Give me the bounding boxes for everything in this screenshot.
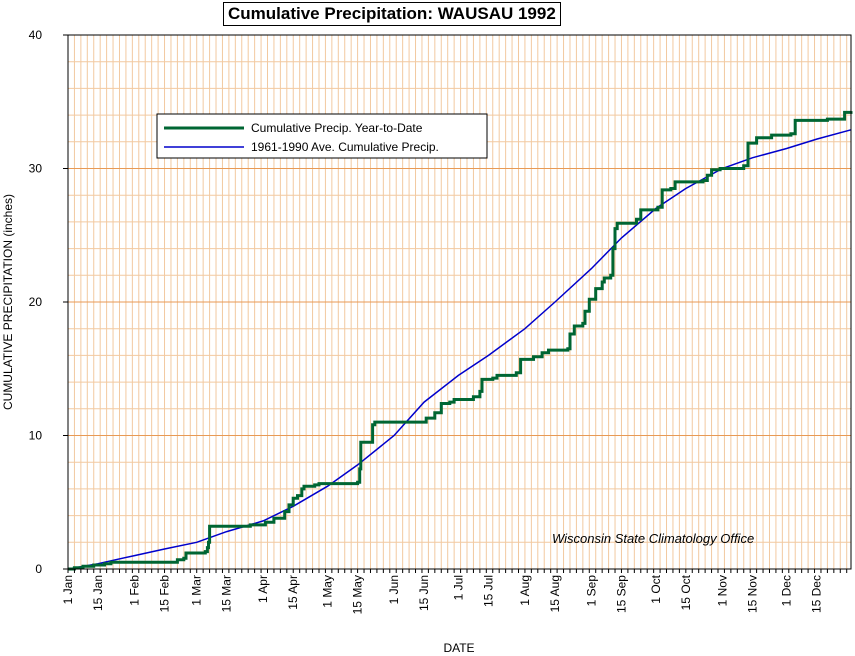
x-tick-label: 1 Jul (451, 575, 465, 600)
x-tick-label: 15 Jun (417, 575, 431, 611)
x-tick-label: 15 Mar (220, 575, 234, 612)
y-axis-ticks: 0 10 20 30 40 (29, 28, 68, 576)
source-annotation: Wisconsin State Climatology Office (552, 531, 754, 546)
x-tick-label: 1 Apr (256, 575, 270, 603)
chart-title: Cumulative Precipitation: WAUSAU 1992 (223, 2, 561, 26)
x-tick-label: 1 Jan (61, 575, 75, 604)
x-axis-ticks: 1 Jan 15 Jan 1 Feb 15 Feb 1 Mar 15 Mar 1 Apr 15… (61, 569, 848, 614)
grid-lines (68, 35, 851, 569)
x-tick-label: 1 Sep (584, 575, 598, 607)
y-tick-label: 20 (29, 295, 43, 309)
x-tick-label: 15 Apr (286, 575, 300, 610)
x-tick-label: 15 Nov (745, 575, 759, 613)
x-tick-label: 1 Aug (518, 575, 532, 606)
x-tick-label: 1 May (321, 575, 335, 608)
x-tick-label: 15 May (351, 575, 365, 614)
x-tick-label: 15 Jan (91, 575, 105, 611)
legend-label-normal: 1961-1990 Ave. Cumulative Precip. (251, 140, 439, 154)
x-tick-label: 15 Aug (548, 575, 562, 612)
x-tick-label: 1 Mar (190, 575, 204, 606)
y-tick-label: 30 (29, 162, 43, 176)
x-tick-label: 1 Feb (128, 575, 142, 606)
x-tick-label: 15 Dec (810, 575, 824, 613)
x-tick-label: 1 Nov (715, 575, 729, 606)
legend: Cumulative Precip. Year-to-Date 1961-199… (156, 113, 488, 159)
x-axis-label: DATE (443, 641, 474, 655)
x-tick-label: 15 Sep (614, 575, 628, 613)
y-tick-label: 0 (35, 562, 42, 576)
y-tick-label: 40 (29, 28, 43, 42)
x-tick-label: 15 Feb (158, 575, 172, 613)
legend-label-ytd: Cumulative Precip. Year-to-Date (251, 121, 423, 135)
x-tick-label: 1 Oct (649, 574, 663, 603)
y-axis-label: CUMULATIVE PRECIPITATION (inches) (1, 194, 15, 410)
x-tick-label: 1 Dec (780, 575, 794, 606)
x-tick-label: 15 Jul (481, 575, 495, 607)
series-line-ytd (68, 110, 853, 571)
legend-box (156, 113, 488, 159)
series-layer (67, 110, 853, 571)
y-tick-label: 10 (29, 429, 43, 443)
x-tick-label: 15 Oct (679, 574, 693, 610)
x-tick-label: 1 Jun (387, 575, 401, 604)
